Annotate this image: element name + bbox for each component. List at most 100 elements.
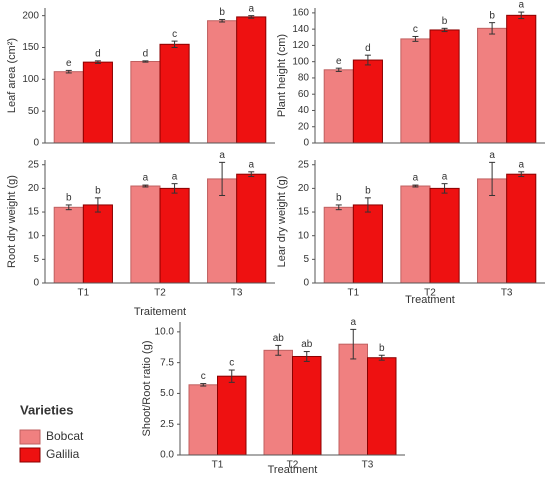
y-axis-label: Shoot/Root ratio (g): [141, 341, 153, 437]
y-tick-label: 10.0: [155, 326, 175, 337]
y-tick-label: 200: [22, 10, 39, 21]
bar: [429, 187, 460, 284]
error-bar: [171, 40, 178, 48]
y-tick-label: 0: [303, 138, 309, 149]
x-tick-label: T2: [154, 288, 166, 299]
bar: [506, 14, 537, 144]
bar: [429, 29, 460, 144]
bar: [292, 355, 322, 456]
error-bar: [335, 204, 342, 211]
bar: [130, 60, 161, 144]
y-tick-label: 2.5: [160, 419, 174, 430]
legend-swatch: [19, 447, 41, 463]
bar: [477, 27, 508, 144]
bar: [352, 204, 383, 284]
y-tick-label: 0: [33, 138, 39, 149]
y-tick-label: 150: [22, 42, 39, 53]
error-bar: [219, 161, 226, 196]
y-tick-label: 7.5: [160, 357, 174, 368]
y-tick-label: 5: [303, 254, 309, 265]
significance-letter: d: [95, 48, 101, 59]
bar: [477, 178, 508, 284]
y-tick-label: 0.0: [160, 450, 174, 461]
error-bar: [65, 204, 72, 211]
y-tick-label: 25: [298, 159, 310, 170]
significance-letter: a: [518, 159, 524, 170]
y-tick-label: 120: [292, 40, 309, 51]
y-tick-label: 20: [298, 121, 310, 132]
bar: [352, 59, 383, 144]
bar: [323, 206, 354, 284]
significance-letter: a: [219, 150, 225, 161]
error-bar: [441, 183, 448, 194]
error-bar: [412, 184, 419, 188]
bar: [53, 71, 84, 144]
y-tick-label: 40: [298, 105, 310, 116]
y-tick-label: 0: [303, 278, 309, 289]
significance-letter: c: [172, 29, 177, 40]
y-axis-label: Root dry weight (g): [6, 175, 18, 268]
y-tick-label: 20: [28, 183, 40, 194]
bar: [400, 185, 431, 284]
y-axis-label: Plant height (cm): [276, 34, 288, 117]
bar: [323, 69, 354, 144]
legend-label: Galilia: [46, 447, 80, 461]
significance-letter: a: [143, 173, 149, 184]
error-bar: [350, 328, 357, 360]
error-bar: [94, 197, 101, 213]
significance-letter: b: [379, 343, 385, 354]
significance-letter: b: [66, 193, 72, 204]
y-tick-label: 20: [298, 183, 310, 194]
significance-letter: a: [413, 173, 419, 184]
y-axis-label: Leaf area (cm²): [6, 38, 18, 113]
error-bar: [275, 344, 282, 356]
error-bar: [248, 15, 255, 19]
x-tick-label: T2: [287, 460, 299, 471]
legend-label: Bobcat: [46, 429, 84, 443]
error-bar: [518, 11, 525, 20]
bar: [217, 375, 247, 456]
significance-letter: a: [442, 171, 448, 182]
significance-letter: d: [143, 48, 149, 59]
legend-title: Varieties: [20, 402, 74, 417]
error-bar: [142, 184, 149, 188]
x-tick-label: T3: [362, 460, 374, 471]
legend-swatch: [19, 429, 41, 445]
significance-letter: b: [365, 185, 371, 196]
significance-letter: ab: [273, 333, 285, 344]
error-bar: [489, 161, 496, 196]
error-bar: [489, 22, 496, 35]
significance-letter: c: [413, 24, 418, 35]
x-tick-label: T1: [347, 288, 359, 299]
x-tick-label: T3: [501, 288, 513, 299]
error-bar: [65, 69, 72, 74]
y-tick-label: 140: [292, 24, 309, 35]
error-bar: [219, 18, 226, 23]
y-tick-label: 25: [28, 159, 40, 170]
error-bar: [228, 369, 235, 383]
error-bar: [412, 35, 419, 42]
significance-letter: d: [365, 43, 371, 54]
bar: [338, 343, 368, 456]
significance-letter: b: [219, 7, 225, 18]
x-axis-label: Treatment: [405, 294, 455, 306]
significance-letter: a: [350, 317, 356, 328]
error-bar: [518, 171, 525, 178]
significance-letter: a: [518, 0, 524, 11]
significance-letter: ab: [301, 339, 313, 350]
significance-letter: a: [248, 159, 254, 170]
y-tick-label: 0: [33, 278, 39, 289]
x-axis-label: Traitement: [134, 306, 186, 318]
bar: [82, 204, 113, 284]
bar: [130, 185, 161, 284]
bar: [188, 384, 218, 456]
y-tick-label: 50: [28, 106, 40, 117]
significance-letter: b: [336, 193, 342, 204]
y-tick-label: 15: [298, 207, 310, 218]
bar: [367, 357, 397, 456]
error-bar: [441, 27, 448, 33]
error-bar: [364, 197, 371, 213]
significance-letter: a: [489, 150, 495, 161]
x-tick-label: T1: [212, 460, 224, 471]
y-tick-label: 15: [28, 207, 40, 218]
